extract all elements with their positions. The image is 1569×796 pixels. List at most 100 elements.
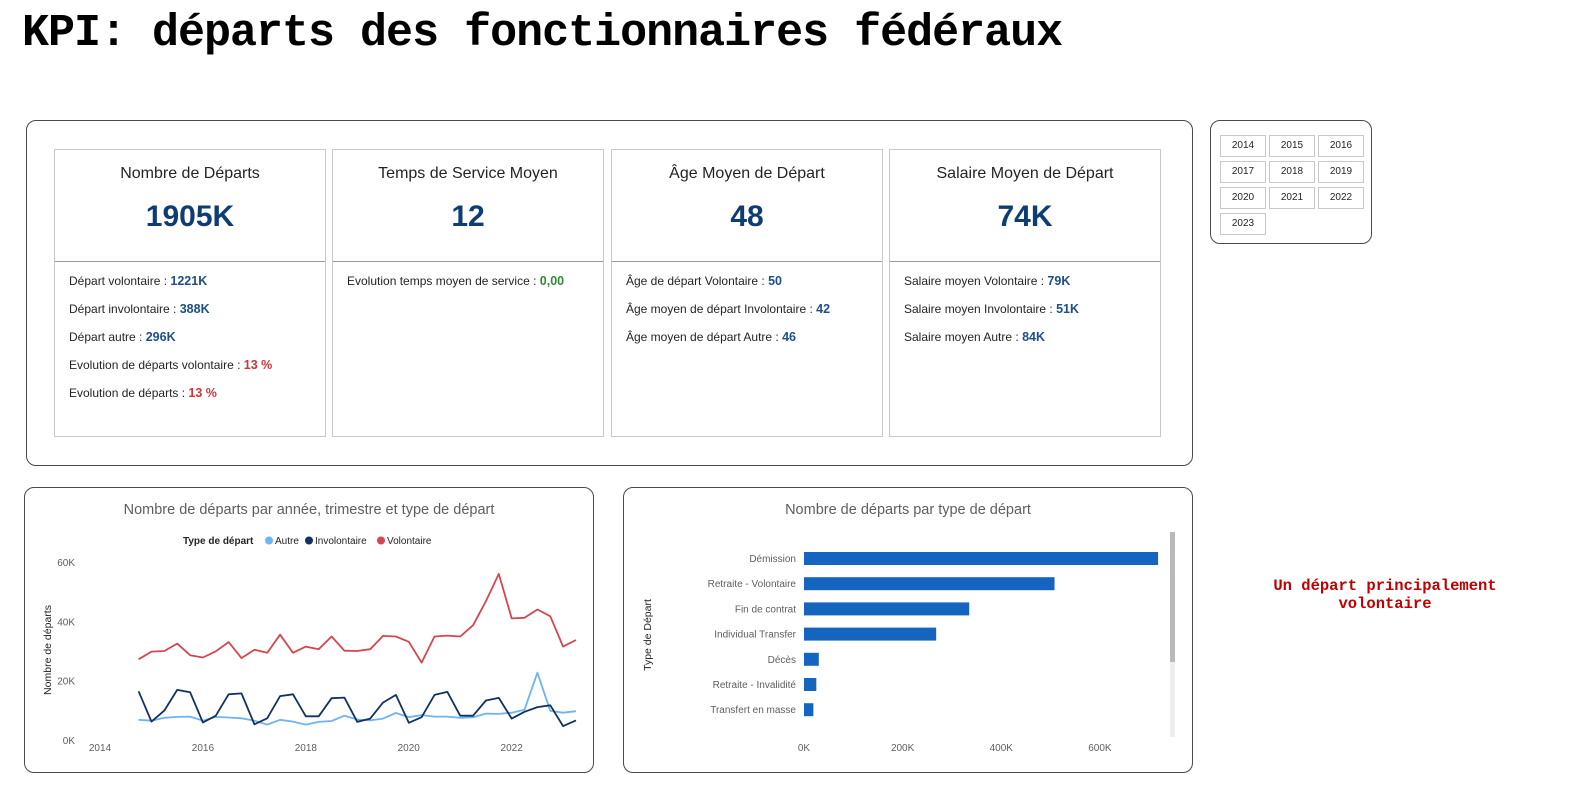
legend-label-autre[interactable]: Autre: [275, 536, 299, 547]
bar-demission[interactable]: [804, 552, 1159, 565]
kpi-title: Temps de Service Moyen: [378, 165, 558, 182]
kpi-card-departure-age: Âge Moyen de Départ 48 Âge de départ Volon…: [611, 149, 883, 437]
kpi-detail-label: Départ volontaire :: [69, 274, 171, 288]
y-axis-label: Nombre de départs: [42, 605, 54, 695]
x-tick-label: 200K: [891, 743, 915, 754]
kpi-panel: Nombre de Départs 1905K Départ volontaire …: [26, 120, 1193, 466]
kpi-detail-list: Âge de départ Volontaire : 50 Âge moyen d…: [626, 274, 876, 358]
legend-marker-volontaire: [377, 536, 385, 545]
y-tick-label: 0K: [63, 736, 76, 747]
kpi-card-header: Temps de Service Moyen 12: [333, 150, 603, 262]
bar-deces[interactable]: [804, 652, 819, 666]
year-button-2023[interactable]: 2023: [1220, 213, 1266, 235]
kpi-detail-label: Départ involontaire :: [69, 302, 180, 316]
kpi-card-header: Salaire Moyen de Départ 74K: [890, 150, 1160, 262]
year-slicer: 2014 2015 2016 2017 2018 2019 2020 2021 2022 2023: [1210, 120, 1372, 244]
kpi-detail-line: Départ volontaire : 1221K: [69, 274, 319, 302]
kpi-detail-value: 296K: [145, 330, 176, 344]
y-axis-label: Type de Départ: [642, 599, 654, 671]
kpi-detail-value: 1221K: [170, 274, 208, 288]
kpi-detail-label: Salaire moyen Involontaire :: [904, 302, 1057, 316]
kpi-detail-value: 46: [782, 330, 797, 344]
bar-retraite-invalidite[interactable]: [804, 678, 817, 691]
kpi-title: Salaire Moyen de Départ: [936, 165, 1114, 182]
kpi-detail-line: Départ autre : 296K: [69, 330, 319, 358]
kpi-detail-list: Evolution temps moyen de service : 0,00: [347, 274, 597, 302]
year-button-2014[interactable]: 2014: [1220, 135, 1266, 157]
kpi-detail-value: 84K: [1022, 330, 1045, 344]
line-chart-title: Nombre de départs par année, trimestre e…: [123, 502, 495, 518]
x-tick-label: 2016: [192, 743, 215, 754]
kpi-value: 74K: [997, 200, 1053, 233]
kpi-detail-value: 42: [816, 302, 831, 316]
kpi-card-service-time: Temps de Service Moyen 12 Evolution temps …: [332, 149, 604, 437]
legend-marker-autre: [265, 536, 273, 545]
legend-title: Type de départ: [183, 536, 254, 547]
kpi-detail-value: 79K: [1047, 274, 1071, 288]
kpi-detail-value: 13 %: [188, 386, 217, 400]
category-label: Démission: [749, 554, 796, 565]
kpi-detail-label: Âge de départ Volontaire :: [626, 274, 769, 288]
year-button-2016[interactable]: 2016: [1318, 135, 1364, 157]
kpi-detail-line: Départ involontaire : 388K: [69, 302, 319, 330]
kpi-detail-list: Départ volontaire : 1221K Départ involont…: [69, 274, 319, 414]
kpi-detail-line: Salaire moyen Volontaire : 79K: [904, 274, 1154, 302]
year-button-2018[interactable]: 2018: [1269, 161, 1315, 183]
category-label: Fin de contrat: [735, 604, 796, 615]
bar-transfert-en-masse[interactable]: [804, 703, 814, 717]
legend-label-involontaire[interactable]: Involontaire: [315, 536, 367, 547]
y-tick-label: 20K: [57, 677, 75, 688]
kpi-card-header: Âge Moyen de Départ 48: [612, 150, 882, 262]
x-tick-label: 600K: [1088, 743, 1112, 754]
bar-fin-de-contrat[interactable]: [804, 602, 970, 616]
category-label: Décès: [768, 655, 796, 666]
y-tick-label: 60K: [57, 558, 75, 569]
kpi-detail-line: Evolution de départs : 13 %: [69, 386, 319, 414]
kpi-detail-line: Evolution temps moyen de service : 0,00: [347, 274, 597, 302]
year-button-2015[interactable]: 2015: [1269, 135, 1315, 157]
category-label: Retraite - Invalidité: [713, 680, 797, 691]
x-tick-label: 2022: [501, 743, 524, 754]
year-button-2021[interactable]: 2021: [1269, 187, 1315, 209]
page-title: KPI: départs des fonctionnaires fédéraux: [22, 8, 1063, 59]
kpi-detail-label: Salaire moyen Volontaire :: [904, 274, 1048, 288]
kpi-detail-line: Salaire moyen Autre : 84K: [904, 330, 1154, 358]
x-tick-label: 2014: [89, 743, 112, 754]
bar-chart-title: Nombre de départs par type de départ: [785, 502, 1031, 518]
scrollbar-thumb[interactable]: [1170, 532, 1175, 662]
kpi-card-departures: Nombre de Départs 1905K Départ volontaire …: [54, 149, 326, 437]
kpi-detail-line: Âge de départ Volontaire : 50: [626, 274, 876, 302]
kpi-card-departure-salary: Salaire Moyen de Départ 74K Salaire moyen …: [889, 149, 1161, 437]
year-button-2017[interactable]: 2017: [1220, 161, 1266, 183]
kpi-value: 12: [451, 200, 485, 233]
series-line-volontaire[interactable]: [138, 573, 577, 664]
kpi-detail-value: 51K: [1056, 302, 1080, 316]
x-tick-label: 2020: [398, 743, 421, 754]
kpi-detail-label: Evolution de départs volontaire :: [69, 358, 244, 372]
kpi-title: Nombre de Départs: [120, 165, 260, 182]
kpi-title: Âge Moyen de Départ: [669, 165, 825, 182]
line-chart: Type de départ Autre Involontaire Volontair…: [42, 536, 577, 754]
year-button-2022[interactable]: 2022: [1318, 187, 1364, 209]
kpi-detail-line: Âge moyen de départ Involontaire : 42: [626, 302, 876, 330]
category-label: Transfert en masse: [710, 705, 796, 716]
legend: Type de départ Autre Involontaire Volontair…: [183, 536, 432, 547]
line-chart-panel: Nombre de départs par année, trimestre e…: [24, 487, 594, 773]
x-tick-label: 2018: [295, 743, 318, 754]
bar-retraite-volontaire[interactable]: [804, 577, 1055, 591]
kpi-value: 48: [730, 200, 764, 233]
year-button-2020[interactable]: 2020: [1220, 187, 1266, 209]
year-button-2019[interactable]: 2019: [1318, 161, 1364, 183]
legend-label-volontaire[interactable]: Volontaire: [387, 536, 432, 547]
kpi-card-header: Nombre de Départs 1905K: [55, 150, 325, 262]
series-line-involontaire[interactable]: [137, 688, 577, 728]
kpi-detail-label: Evolution de départs :: [69, 386, 189, 400]
kpi-detail-label: Âge moyen de départ Autre :: [626, 330, 783, 344]
kpi-detail-line: Salaire moyen Involontaire : 51K: [904, 302, 1154, 330]
bar-chart-panel: Nombre de départs par type de départ Typ…: [623, 487, 1193, 773]
category-label: Individual Transfer: [714, 630, 796, 641]
y-tick-label: 40K: [57, 617, 75, 628]
kpi-detail-value: 0,00: [539, 274, 565, 288]
x-tick-label: 0K: [798, 743, 811, 754]
bar-individual-transfer[interactable]: [804, 627, 937, 641]
